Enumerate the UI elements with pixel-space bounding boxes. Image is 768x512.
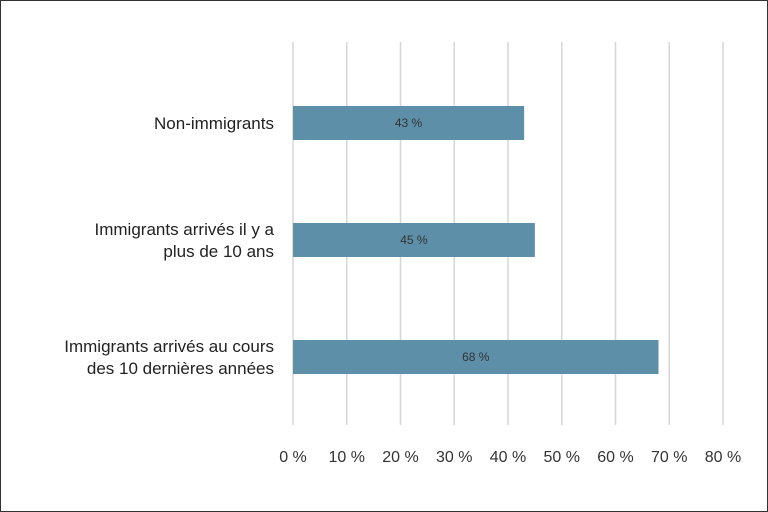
x-tick-label: 30 % bbox=[436, 449, 472, 466]
category-label: Immigrants arrivés au cours bbox=[64, 337, 274, 356]
x-axis-tick-labels: 0 % 10 % 20 % 30 % 40 % 50 % 60 % 70 % 80 % bbox=[279, 449, 741, 466]
bars: 43 % 45 % 68 % bbox=[293, 106, 659, 374]
x-tick-label: 80 % bbox=[705, 449, 741, 466]
x-tick-label: 20 % bbox=[382, 449, 418, 466]
x-tick-label: 60 % bbox=[597, 449, 633, 466]
category-label: Non-immigrants bbox=[154, 114, 274, 133]
category-label: des 10 dernières années bbox=[87, 359, 274, 378]
category-labels: Non-immigrants Immigrants arrivés il y a p… bbox=[64, 114, 274, 378]
bar bbox=[293, 106, 525, 140]
x-tick-label: 0 % bbox=[279, 449, 307, 466]
x-tick-label: 50 % bbox=[544, 449, 580, 466]
x-tick-label: 10 % bbox=[329, 449, 365, 466]
x-tick-label: 70 % bbox=[651, 449, 687, 466]
bar bbox=[293, 340, 659, 374]
data-label: 43 % bbox=[395, 116, 423, 130]
x-tick-label: 40 % bbox=[490, 449, 526, 466]
bar bbox=[293, 223, 535, 257]
data-label: 45 % bbox=[400, 233, 428, 247]
category-label: Immigrants arrivés il y a bbox=[95, 220, 275, 239]
data-label: 68 % bbox=[462, 350, 490, 364]
category-label: plus de 10 ans bbox=[163, 242, 274, 261]
